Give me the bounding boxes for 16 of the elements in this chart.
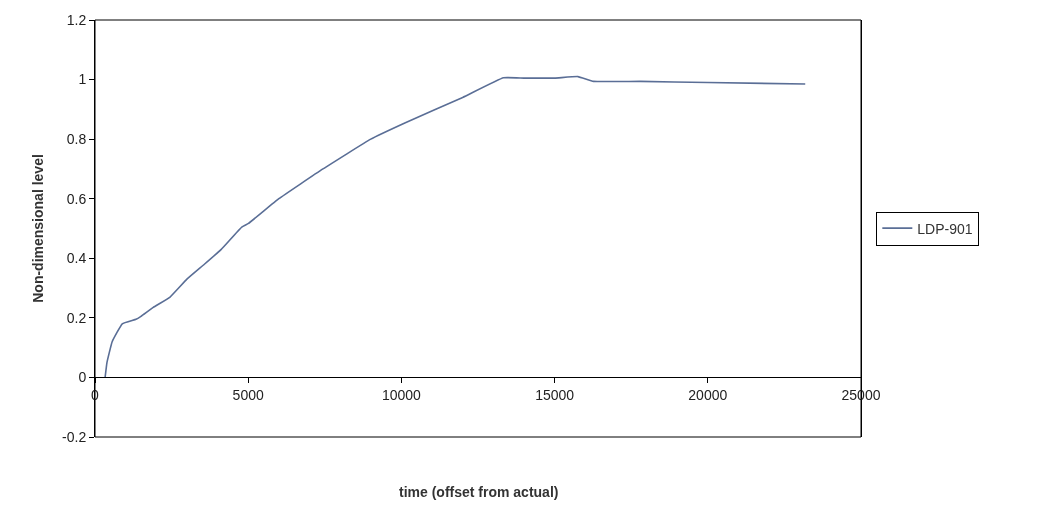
y-tick-label: 0.2 xyxy=(66,309,87,326)
y-tick-label: 0.4 xyxy=(66,250,87,267)
y-tick-label: -0.2 xyxy=(62,428,87,445)
x-tick-label: 15000 xyxy=(535,387,575,404)
x-tick-label: 20000 xyxy=(688,387,728,404)
y-tick-label: 0 xyxy=(78,369,87,386)
y-tick-label: 1 xyxy=(78,71,87,88)
y-tick-label: 0.6 xyxy=(66,190,87,207)
y-tick-label: 0.8 xyxy=(66,131,87,148)
x-tick-label: 10000 xyxy=(381,387,422,404)
y-tick-label: 1.2 xyxy=(66,11,87,28)
legend-label: LDP-901 xyxy=(917,220,973,237)
x-axis-title: time (offset from actual) xyxy=(399,484,559,500)
x-tick-label: 5000 xyxy=(232,387,264,404)
line-series xyxy=(104,75,807,379)
y-axis-title: Non-dimensional level xyxy=(29,154,46,303)
